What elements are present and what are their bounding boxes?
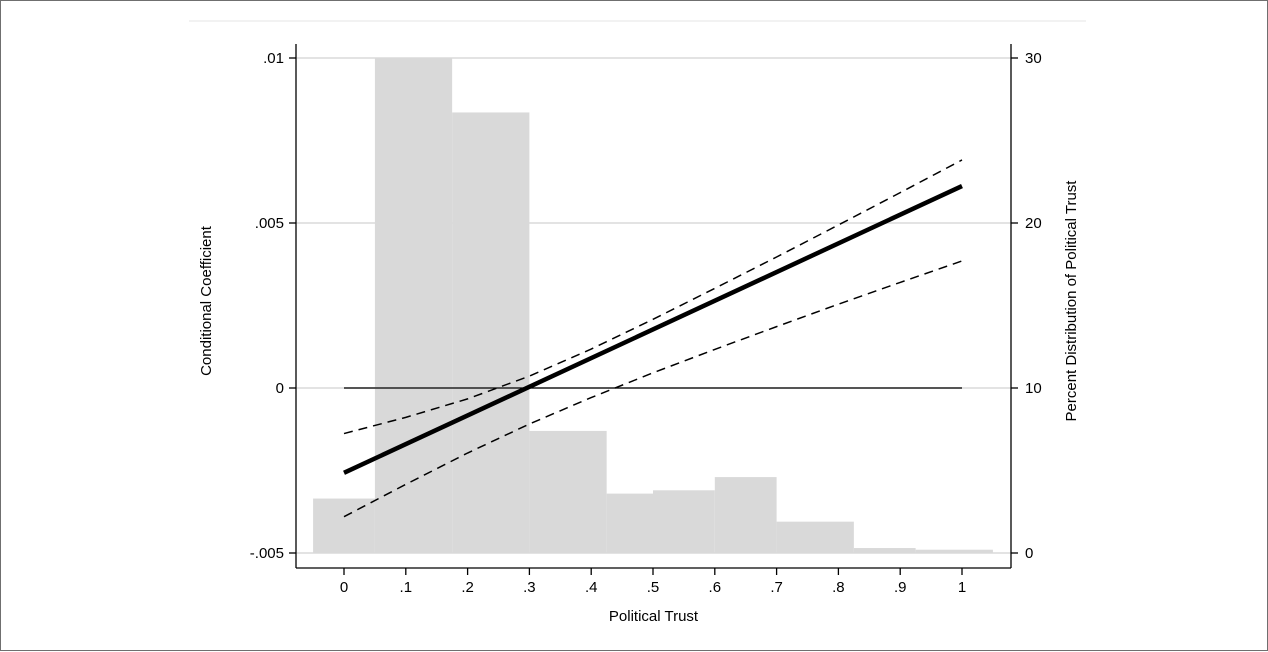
y-axis-title: Conditional Coefficient xyxy=(198,225,215,376)
y-tick-label: 0 xyxy=(276,380,284,397)
confidence-bound-line xyxy=(343,260,963,518)
x-tick-label: .5 xyxy=(647,579,660,596)
histogram-bar xyxy=(313,498,375,553)
histogram-bar xyxy=(452,112,530,553)
y-tick-label: -.005 xyxy=(250,545,284,562)
y2-tick-label: 20 xyxy=(1025,215,1042,232)
x-tick-label: .1 xyxy=(400,579,413,596)
histogram-bar xyxy=(714,477,777,553)
x-tick-label: .4 xyxy=(585,579,598,596)
histogram-bar xyxy=(853,548,916,553)
y2-tick-label: 0 xyxy=(1025,545,1033,562)
x-tick-label: .9 xyxy=(894,579,907,596)
x-tick-label: 1 xyxy=(958,579,966,596)
x-tick-label: 0 xyxy=(340,579,348,596)
histogram-bar xyxy=(915,549,993,553)
x-tick-label: .2 xyxy=(461,579,474,596)
confidence-bound-line xyxy=(343,159,963,435)
x-tick-label: .3 xyxy=(523,579,536,596)
y2-tick-label: 10 xyxy=(1025,380,1042,397)
y2-axis-title: Percent Distribution of Political Trust xyxy=(1063,180,1080,422)
axes: -.005 0 .005 .01 0 10 20 30 0 .1 .2 .3 .4 .5 .6 .7 .8 .9 1 xyxy=(250,44,1042,596)
y2-tick-label: 30 xyxy=(1025,50,1042,67)
x-tick-label: .6 xyxy=(709,579,722,596)
histogram-bar xyxy=(776,521,854,553)
histogram-bar xyxy=(606,493,653,553)
histogram-bar xyxy=(374,58,453,553)
histogram-bar xyxy=(653,490,715,553)
x-tick-label: .8 xyxy=(832,579,845,596)
histogram xyxy=(313,58,993,553)
conditional-coefficient-line xyxy=(343,183,963,475)
histogram-bar xyxy=(529,430,607,553)
series-lines xyxy=(343,159,963,518)
y-tick-label: .005 xyxy=(255,215,284,232)
y-tick-label: .01 xyxy=(263,50,284,67)
x-axis-title: Political Trust xyxy=(609,608,699,625)
x-tick-label: .7 xyxy=(770,579,783,596)
